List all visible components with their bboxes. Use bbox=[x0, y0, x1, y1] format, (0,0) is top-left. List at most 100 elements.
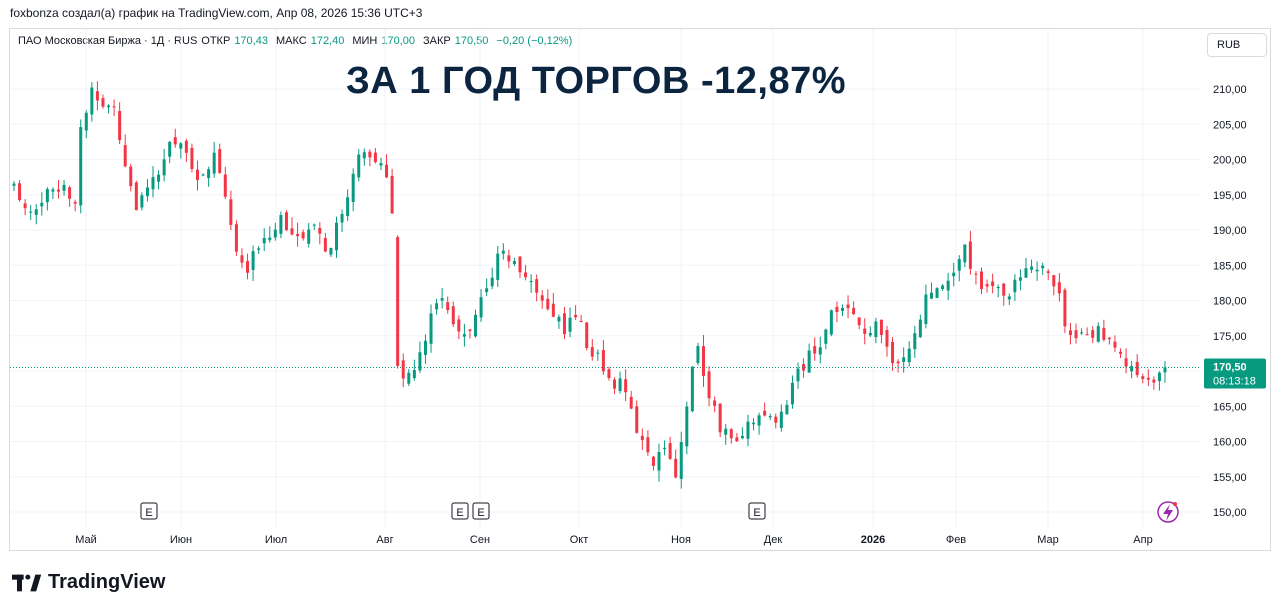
candle-body bbox=[1096, 326, 1100, 342]
candle-body bbox=[468, 329, 472, 331]
earnings-event-marker[interactable] bbox=[472, 502, 490, 520]
earnings-event-marker[interactable] bbox=[748, 502, 766, 520]
candle-body bbox=[574, 314, 578, 318]
candle-body bbox=[496, 253, 500, 280]
symbol-info[interactable]: ПАО Московская Биржа · 1Д · RUS bbox=[18, 35, 198, 47]
candle-body bbox=[924, 294, 928, 324]
candle-body bbox=[1024, 268, 1028, 278]
candle-body bbox=[140, 195, 144, 208]
candle-body bbox=[796, 368, 800, 382]
candle-body bbox=[1046, 271, 1050, 273]
candle-body bbox=[201, 174, 205, 176]
chart-caption: foxbonza создал(а) график на TradingView… bbox=[10, 6, 423, 20]
candle-body bbox=[373, 152, 377, 163]
candle-body bbox=[218, 149, 222, 173]
candle-body bbox=[907, 348, 911, 363]
chart-frame bbox=[9, 28, 1271, 551]
candle-body bbox=[401, 360, 405, 379]
close-label: ЗАКР bbox=[423, 35, 451, 47]
change-value: −0,20 (−0,12%) bbox=[496, 35, 573, 47]
candle-body bbox=[45, 189, 49, 203]
candle-body bbox=[301, 232, 305, 239]
candle-body bbox=[1063, 289, 1067, 327]
candle-body bbox=[690, 366, 694, 412]
candle-body bbox=[579, 320, 583, 322]
y-tick-label: 210,00 bbox=[1213, 84, 1247, 96]
candle-body bbox=[613, 379, 617, 389]
candle-body bbox=[79, 127, 83, 206]
currency-button[interactable]: RUB bbox=[1207, 33, 1267, 57]
candle-body bbox=[396, 237, 400, 366]
candle-body bbox=[635, 406, 639, 433]
candle-body bbox=[1141, 376, 1145, 380]
ohlc-legend: ПАО Московская Биржа · 1Д · RUS ОТКР 170,… bbox=[18, 35, 572, 47]
high-label: МАКС bbox=[275, 35, 307, 47]
candle-body bbox=[1157, 372, 1161, 382]
candle-body bbox=[585, 322, 589, 348]
candle-body bbox=[918, 319, 922, 338]
candle-body bbox=[162, 159, 166, 176]
candle-body bbox=[757, 415, 761, 426]
candle-body bbox=[501, 250, 505, 254]
candle-body bbox=[891, 342, 895, 364]
candle-body bbox=[129, 166, 133, 187]
candle-body bbox=[929, 292, 933, 299]
candle-body bbox=[724, 428, 728, 435]
candle-body bbox=[451, 306, 455, 325]
candle-body bbox=[507, 255, 511, 262]
x-tick-label: Июн bbox=[170, 534, 192, 546]
candle-body bbox=[40, 202, 44, 207]
y-tick-label: 155,00 bbox=[1213, 472, 1247, 484]
candle-body bbox=[429, 313, 433, 344]
candle-body bbox=[640, 435, 644, 441]
candle-body bbox=[596, 352, 600, 354]
candle-body bbox=[557, 316, 561, 322]
tradingview-logo-icon bbox=[12, 574, 42, 591]
candle-body bbox=[312, 224, 316, 226]
candle-body bbox=[868, 332, 872, 336]
candle-body bbox=[607, 369, 611, 379]
earnings-event-marker[interactable] bbox=[140, 502, 158, 520]
candle-body bbox=[251, 251, 255, 270]
candle-body bbox=[212, 152, 216, 174]
candle-body bbox=[818, 347, 822, 355]
candle-body bbox=[1091, 330, 1095, 338]
earnings-event-marker[interactable] bbox=[451, 502, 469, 520]
x-tick-label: Мар bbox=[1037, 534, 1059, 546]
candle-body bbox=[257, 248, 261, 250]
candle-body bbox=[307, 229, 311, 244]
candle-body bbox=[518, 256, 522, 273]
candle-body bbox=[207, 169, 211, 179]
candle-body bbox=[840, 307, 844, 311]
candle-body bbox=[1035, 269, 1039, 272]
x-tick-label: Авг bbox=[376, 534, 393, 546]
candle-body bbox=[768, 416, 772, 418]
candle-body bbox=[335, 222, 339, 251]
candle-body bbox=[1007, 296, 1011, 300]
candle-body bbox=[84, 112, 88, 131]
candle-body bbox=[785, 404, 789, 415]
tradingview-logo[interactable]: TradingView bbox=[12, 571, 165, 594]
earnings-event-label: E bbox=[456, 507, 463, 519]
x-tick-label: Ноя bbox=[671, 534, 691, 546]
candle-body bbox=[991, 281, 995, 287]
y-tick-label: 160,00 bbox=[1213, 437, 1247, 449]
y-tick-label: 200,00 bbox=[1213, 155, 1247, 167]
candle-body bbox=[229, 199, 233, 225]
candle-body bbox=[157, 174, 161, 182]
candle-body bbox=[913, 333, 917, 350]
y-tick-label: 165,00 bbox=[1213, 401, 1247, 413]
candle-body bbox=[184, 140, 188, 153]
candle-body bbox=[1002, 283, 1006, 296]
candle-body bbox=[462, 334, 466, 337]
candle-body bbox=[62, 184, 66, 191]
candle-body bbox=[713, 400, 717, 406]
candle-body bbox=[668, 443, 672, 459]
candle-body bbox=[1080, 332, 1084, 334]
candle-body bbox=[1030, 266, 1034, 270]
x-tick-label: Апр bbox=[1133, 534, 1152, 546]
candle-body bbox=[51, 189, 55, 192]
candle-body bbox=[546, 298, 550, 310]
candle-body bbox=[963, 244, 967, 263]
